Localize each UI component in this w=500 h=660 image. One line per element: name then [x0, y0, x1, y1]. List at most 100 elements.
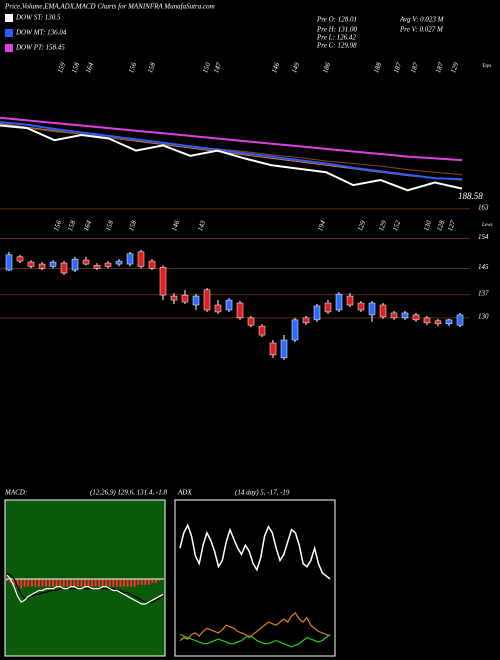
- panel-title: MACD:: [4, 489, 27, 497]
- histogram-bar: [154, 579, 157, 583]
- top-label: 159: [56, 61, 67, 74]
- histogram-bar: [76, 579, 79, 587]
- histogram-bar: [130, 579, 133, 587]
- histogram-bar: [6, 579, 8, 581]
- histogram-bar: [9, 579, 12, 583]
- histogram-bar: [94, 579, 97, 587]
- histogram-bar: [158, 579, 161, 581]
- panel-title: ADX: [177, 489, 192, 497]
- candle-body: [148, 260, 156, 269]
- histogram-bar: [91, 579, 94, 587]
- tops-caption: Tops: [482, 64, 491, 69]
- candle-body: [368, 302, 376, 316]
- histogram-bar: [101, 579, 104, 587]
- candle-body: [104, 262, 112, 267]
- candle-body: [236, 302, 244, 319]
- candle-body: [214, 304, 222, 313]
- low-label: 129: [356, 219, 367, 232]
- low-label: 130: [422, 219, 433, 232]
- candle-body: [159, 267, 167, 296]
- low-label: 194: [316, 219, 327, 232]
- low-label: 152: [391, 219, 402, 232]
- histogram-bar: [133, 579, 136, 587]
- y-tick-label: 163: [478, 204, 489, 212]
- panel-subtitle: (14 day) 5, -17, -19: [235, 489, 290, 497]
- candle-body: [203, 289, 211, 311]
- chart-title: Price,Volume,EMA,ADX,MACD Charts for MAN…: [4, 3, 215, 11]
- candle-body: [27, 261, 35, 267]
- candle-body: [126, 253, 134, 265]
- legend-swatch: [5, 29, 13, 37]
- candle-body: [445, 319, 453, 325]
- legend-label: DOW MT: 136.04: [15, 29, 67, 37]
- low-label: 143: [196, 219, 207, 232]
- adx-line: [179, 523, 331, 580]
- candle-body: [335, 293, 343, 311]
- top-label: 164: [84, 61, 95, 74]
- histogram-bar: [66, 579, 69, 587]
- histogram-bar: [73, 579, 76, 587]
- histogram-bar: [45, 579, 47, 587]
- low-label: 164: [82, 219, 93, 232]
- histogram-bar: [105, 579, 108, 587]
- low-label: 127: [446, 219, 457, 232]
- candle-body: [434, 320, 442, 325]
- candle-body: [49, 261, 57, 267]
- y-tick-label: 137: [478, 289, 489, 297]
- price-line: [0, 116, 463, 162]
- low-label: 146: [170, 219, 181, 232]
- legend-swatch: [5, 44, 13, 52]
- candle-body: [346, 295, 354, 306]
- histogram-bar: [144, 579, 147, 585]
- candle-body: [291, 319, 299, 341]
- low-label: 158: [66, 219, 77, 232]
- histogram-bar: [41, 579, 44, 587]
- histogram-bar: [108, 579, 111, 587]
- lows-caption: Lows: [481, 223, 493, 228]
- candle-body: [313, 305, 321, 321]
- low-label: 129: [377, 219, 388, 232]
- price-line: [0, 125, 463, 176]
- level-label: 188.58: [458, 191, 483, 201]
- low-label: 156: [52, 219, 63, 232]
- candle-body: [324, 302, 332, 313]
- candle-body: [302, 317, 310, 324]
- candle-body: [225, 299, 233, 311]
- histogram-bar: [20, 579, 23, 589]
- stat: Pre L: 126.42: [316, 34, 356, 42]
- top-label: 147: [212, 61, 223, 74]
- adx-panel: [174, 499, 336, 657]
- legend-label: DOW ST: 130.5: [15, 14, 61, 22]
- stat: Pre H: 131.00: [316, 26, 357, 34]
- histogram-bar: [37, 579, 40, 587]
- histogram-bar: [123, 579, 125, 587]
- macd-line: [6, 574, 164, 605]
- adx-line: [179, 612, 331, 642]
- histogram-bar: [84, 579, 86, 587]
- candle-body: [137, 251, 145, 267]
- histogram-bar: [52, 579, 55, 587]
- top-label: 188: [372, 61, 383, 74]
- legend-swatch: [5, 14, 13, 22]
- histogram-bar: [151, 579, 154, 583]
- y-tick-label: 154: [478, 233, 489, 241]
- histogram-bar: [140, 579, 143, 585]
- histogram-bar: [30, 579, 33, 587]
- top-label: 186: [321, 61, 332, 74]
- histogram-bar: [59, 579, 62, 587]
- y-tick-label: 130: [478, 312, 489, 320]
- low-label: 158: [104, 219, 115, 232]
- price-line: [0, 121, 463, 181]
- candle-body: [390, 312, 398, 319]
- stat: Pre O: 128.01: [316, 16, 357, 24]
- candle-body: [60, 262, 68, 274]
- top-label: 146: [270, 61, 281, 74]
- candle-body: [423, 317, 431, 324]
- histogram-bar: [34, 579, 37, 587]
- macd-line: [6, 572, 164, 603]
- legend-label: DOW PT: 158.45: [15, 44, 65, 52]
- top-label: 187: [392, 61, 403, 74]
- candle-body: [93, 265, 101, 269]
- histogram-bar: [112, 579, 115, 587]
- candle-body: [357, 302, 365, 311]
